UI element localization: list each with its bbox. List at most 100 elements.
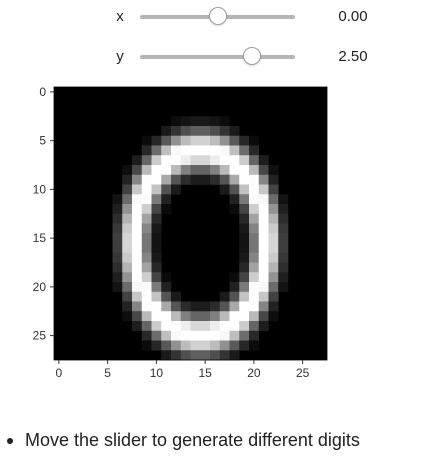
- image-pixel: [268, 174, 279, 185]
- image-pixel: [200, 311, 211, 322]
- image-pixel: [268, 184, 279, 195]
- slider-y-track[interactable]: [140, 47, 295, 65]
- slider-y-thumb[interactable]: [242, 47, 261, 65]
- image-pixel: [132, 272, 143, 283]
- image-pixel: [151, 330, 162, 341]
- image-pixel: [141, 174, 152, 185]
- image-pixel: [161, 350, 172, 361]
- image-pixel: [249, 321, 260, 332]
- image-pixel: [161, 184, 172, 195]
- image-pixel: [268, 282, 279, 293]
- image-pixel: [229, 340, 240, 351]
- image-pixel: [132, 301, 143, 312]
- image-pixel: [229, 135, 240, 146]
- image-pixel: [278, 272, 289, 283]
- slider-x-thumb[interactable]: [208, 7, 227, 25]
- image-pixel: [200, 135, 211, 146]
- image-pixel: [239, 174, 250, 185]
- image-pixel: [249, 311, 260, 322]
- image-pixel: [112, 282, 123, 293]
- image-pixel: [229, 301, 240, 312]
- image-pixel: [151, 272, 162, 283]
- slider-x[interactable]: x 0.00: [0, 5, 424, 29]
- image-pixel: [132, 321, 143, 332]
- image-pixel: [210, 174, 221, 185]
- image-pixel: [171, 116, 182, 127]
- image-pixel: [190, 330, 201, 341]
- image-pixel: [112, 272, 123, 283]
- image-pixel: [141, 135, 152, 146]
- image-pixel: [249, 223, 260, 234]
- image-pixel: [278, 213, 289, 224]
- image-pixel: [200, 330, 211, 341]
- image-pixel: [210, 165, 221, 176]
- image-pixel: [171, 350, 182, 361]
- image-pixel: [132, 223, 143, 234]
- image-pixel: [229, 311, 240, 322]
- image-pixel: [258, 252, 269, 263]
- image-pixel: [278, 282, 289, 293]
- image-pixel: [258, 155, 269, 166]
- plot-frame: [53, 86, 328, 361]
- slider-x-track[interactable]: [140, 7, 295, 25]
- image-pixel: [268, 165, 279, 176]
- image-pixel: [200, 301, 211, 312]
- image-pixel: [161, 311, 172, 322]
- image-pixel: [258, 213, 269, 224]
- image-pixel: [258, 204, 269, 215]
- image-pixel: [190, 116, 201, 127]
- image-pixel: [180, 174, 191, 185]
- image-pixel: [249, 272, 260, 283]
- image-pixel: [200, 321, 211, 332]
- digit-image: [54, 87, 327, 361]
- image-pixel: [151, 135, 162, 146]
- image-pixel: [249, 340, 260, 351]
- image-pixel: [239, 282, 250, 293]
- image-pixel: [161, 272, 172, 283]
- image-pixel: [122, 233, 133, 244]
- image-pixel: [268, 272, 279, 283]
- image-pixel: [180, 340, 191, 351]
- image-pixel: [171, 174, 182, 185]
- plot-axes: 0 5 10 15 20 25 0 5 10 15 20 25: [33, 85, 328, 378]
- image-pixel: [258, 165, 269, 176]
- image-pixel: [229, 330, 240, 341]
- image-pixel: [278, 252, 289, 263]
- image-pixel: [141, 204, 152, 215]
- slider-y-value: 2.50: [338, 48, 368, 65]
- image-pixel: [258, 184, 269, 195]
- image-pixel: [258, 223, 269, 234]
- image-pixel: [122, 213, 133, 224]
- image-pixel: [171, 165, 182, 176]
- note-item: Move the slider to generate different di…: [0, 426, 424, 454]
- image-pixel: [151, 243, 162, 254]
- image-pixel: [268, 213, 279, 224]
- image-pixel: [161, 340, 172, 351]
- image-pixel: [210, 340, 221, 351]
- image-pixel: [151, 233, 162, 244]
- image-pixel: [249, 174, 260, 185]
- image-pixel: [249, 194, 260, 205]
- image-pixel: [239, 223, 250, 234]
- image-pixel: [249, 233, 260, 244]
- image-pixel: [161, 194, 172, 205]
- image-pixel: [249, 301, 260, 312]
- slider-y[interactable]: y 2.50: [0, 45, 424, 69]
- image-pixel: [249, 330, 260, 341]
- image-pixel: [141, 262, 152, 273]
- image-pixel: [161, 165, 172, 176]
- image-pixel: [210, 126, 221, 137]
- image-pixel: [141, 223, 152, 234]
- image-pixel: [132, 194, 143, 205]
- image-pixel: [229, 204, 240, 215]
- image-pixel: [210, 145, 221, 156]
- image-pixel: [210, 301, 221, 312]
- image-pixel: [122, 204, 133, 215]
- image-pixel: [268, 311, 279, 322]
- image-pixel: [151, 340, 162, 351]
- image-pixel: [229, 282, 240, 293]
- image-pixel: [229, 155, 240, 166]
- image-pixel: [151, 174, 162, 185]
- image-pixel: [229, 350, 240, 361]
- image-pixel: [171, 145, 182, 156]
